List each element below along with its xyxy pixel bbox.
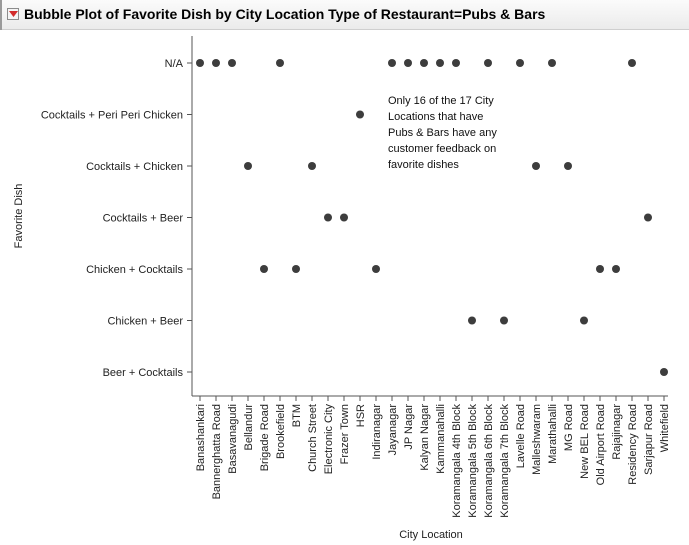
data-point [356,110,364,119]
data-point [404,59,412,67]
data-point [532,162,540,170]
data-point [436,59,444,67]
annotation-note: Only 16 of the 17 City Locations that hav… [388,95,497,171]
data-point [340,213,348,222]
y-tick-label: Beer + Cocktails [103,367,184,379]
x-tick-label: Brookefield [275,404,287,459]
y-tick-label: N/A [165,58,184,70]
annotation-line: Pubs & Bars have any [388,127,497,139]
annotation-line: Locations that have [388,111,483,123]
x-tick-label: Rajajinagar [611,404,623,460]
y-tick-label: Cocktails + Peri Peri Chicken [41,110,183,122]
x-tick-label: Whitefield [659,404,671,452]
data-point [500,316,508,325]
data-point [516,59,524,67]
data-point [596,265,604,273]
x-tick-label: Koramangala 7th Block [499,404,511,518]
data-point [324,213,332,222]
data-point [228,59,236,67]
report-outline-edge [0,0,2,30]
x-tick-label: Koramangala 4th Block [451,404,463,518]
y-axis-title: Favorite Dish [13,184,25,249]
data-point [564,162,572,170]
x-tick-label: Bannerghatta Road [211,404,223,499]
data-point [276,59,284,67]
x-tick-label: Koramangala 5th Block [467,404,479,518]
x-tick-label: New BEL Road [579,404,591,479]
data-point [644,213,652,222]
data-point [484,59,492,67]
data-point [244,162,252,170]
x-tick-label: Bellandur [243,404,255,451]
annotation-line: customer feedback on [388,143,496,155]
data-point [388,59,396,67]
x-tick-label: Marathahalli [547,404,559,464]
data-point [580,316,588,325]
x-tick-label: Kalyan Nagar [419,404,431,471]
dropdown-triangle-icon [9,11,18,17]
data-point [372,265,380,273]
data-point [660,368,668,376]
data-point [292,265,300,273]
x-tick-label: Electronic City [323,404,335,475]
data-point [260,265,268,273]
annotation-line: favorite dishes [388,159,459,171]
data-point [308,162,316,170]
data-point [628,59,636,67]
y-axis-ticks: N/A Cocktails + Peri Peri Chicken Cocktail… [41,58,192,379]
x-tick-label: Kammanahalli [435,404,447,474]
x-tick-label: HSR [355,404,367,427]
x-tick-label: Sarjapur Road [643,404,655,475]
x-tick-label: Jayanagar [387,404,399,456]
x-tick-label: Old Airport Road [595,404,607,485]
x-tick-label: Basavanagudi [227,404,239,474]
y-tick-label: Chicken + Beer [107,316,183,328]
x-tick-label: Lavelle Road [515,404,527,468]
annotation-line: Only 16 of the 17 City [388,95,494,107]
data-points [196,59,668,376]
x-tick-label: Banashankari [195,404,207,471]
x-axis-ticks: Banashankari Bannerghatta Road Basavanagud… [195,396,671,518]
x-tick-label: Residency Road [627,404,639,485]
x-tick-label: Indiranagar [371,404,383,460]
data-point [548,59,556,67]
chart-title: Bubble Plot of Favorite Dish by City Loc… [24,6,546,22]
y-tick-label: Cocktails + Chicken [86,161,183,173]
x-tick-label: BTM [291,404,303,427]
x-tick-label: Malleshwaram [531,404,543,475]
y-tick-label: Chicken + Cocktails [86,264,183,276]
red-triangle-menu-icon[interactable] [7,8,19,20]
x-tick-label: Koramangala 6th Block [483,404,495,518]
report-header: Bubble Plot of Favorite Dish by City Loc… [0,0,689,30]
y-tick-label: Cocktails + Beer [103,213,184,225]
data-point [468,316,476,325]
x-tick-label: JP Nagar [403,404,415,450]
x-tick-label: Church Street [307,404,319,472]
x-tick-label: Frazer Town [339,404,351,464]
data-point [452,59,460,67]
x-axis-title: City Location [399,529,463,541]
data-point [612,265,620,273]
x-tick-label: Brigade Road [259,404,271,471]
data-point [196,59,204,67]
data-point [420,59,428,67]
x-tick-label: MG Road [563,404,575,451]
data-point [212,59,220,67]
